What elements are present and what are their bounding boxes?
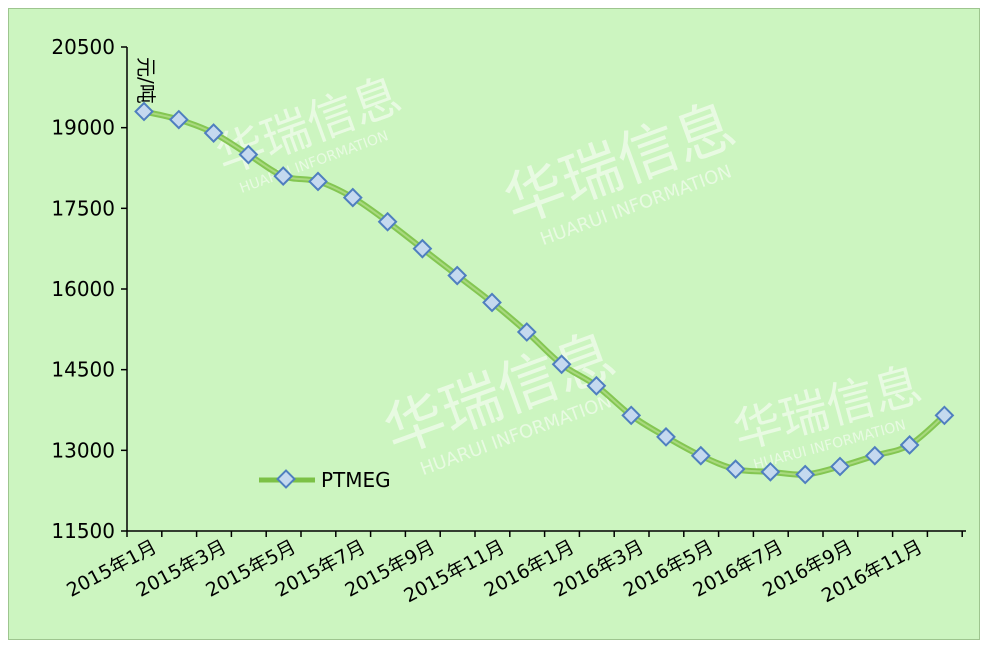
- data-point: [516, 322, 537, 342]
- y-axis-label: 元/吨: [134, 57, 158, 104]
- data-point: [377, 211, 398, 232]
- data-point: [482, 292, 502, 313]
- legend-marker: [276, 469, 296, 489]
- data-point: [168, 109, 189, 130]
- y-tick-label: 20500: [51, 35, 115, 59]
- data-point: [656, 426, 676, 447]
- data-point: [134, 101, 154, 122]
- data-point: [864, 445, 885, 466]
- data-point: [586, 375, 607, 396]
- data-point: [760, 461, 781, 482]
- y-tick-label: 11500: [51, 519, 115, 543]
- x-ticks: 2015年1月2015年3月2015年5月2015年7月2015年9月2015年…: [63, 531, 963, 607]
- data-point: [899, 435, 920, 455]
- watermark-group: 华瑞信息 HUARUI INFORMATION 华瑞信息 HUARUI INFO…: [209, 67, 928, 480]
- y-tick-label: 13000: [51, 438, 115, 462]
- legend: PTMEG: [259, 468, 391, 492]
- data-point: [308, 171, 328, 192]
- series-group: [134, 101, 955, 485]
- y-ticks: 11500 13000 14500 16000 17500 19000 20500: [51, 35, 127, 543]
- data-point: [447, 265, 468, 286]
- data-point: [238, 144, 259, 165]
- data-point: [342, 187, 363, 208]
- chart-frame: 华瑞信息 HUARUI INFORMATION 华瑞信息 HUARUI INFO…: [8, 8, 980, 640]
- y-tick-label: 19000: [51, 116, 115, 140]
- data-point: [690, 445, 711, 466]
- data-point: [795, 464, 816, 485]
- data-point: [830, 456, 850, 477]
- legend-label: PTMEG: [321, 468, 391, 492]
- line-chart: 华瑞信息 HUARUI INFORMATION 华瑞信息 HUARUI INFO…: [51, 35, 966, 607]
- data-point: [621, 405, 642, 426]
- data-point: [273, 166, 294, 186]
- data-point: [725, 459, 746, 480]
- y-tick-label: 14500: [51, 358, 115, 382]
- y-tick-label: 16000: [51, 277, 115, 301]
- data-point: [551, 354, 572, 375]
- data-point: [412, 238, 433, 259]
- data-point: [934, 405, 955, 426]
- y-tick-label: 17500: [51, 196, 115, 220]
- data-point: [203, 123, 224, 143]
